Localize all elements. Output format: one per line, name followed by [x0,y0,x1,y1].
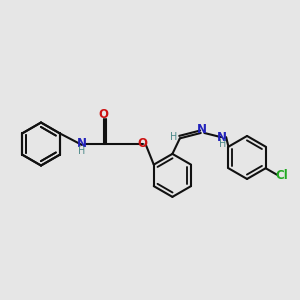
Text: O: O [99,108,109,121]
Text: H: H [219,139,226,149]
Text: Cl: Cl [275,169,288,182]
Text: H: H [170,132,178,142]
Text: N: N [217,131,227,144]
Text: N: N [77,136,87,150]
Text: H: H [78,146,85,156]
Text: N: N [197,123,207,136]
Text: O: O [137,137,148,150]
